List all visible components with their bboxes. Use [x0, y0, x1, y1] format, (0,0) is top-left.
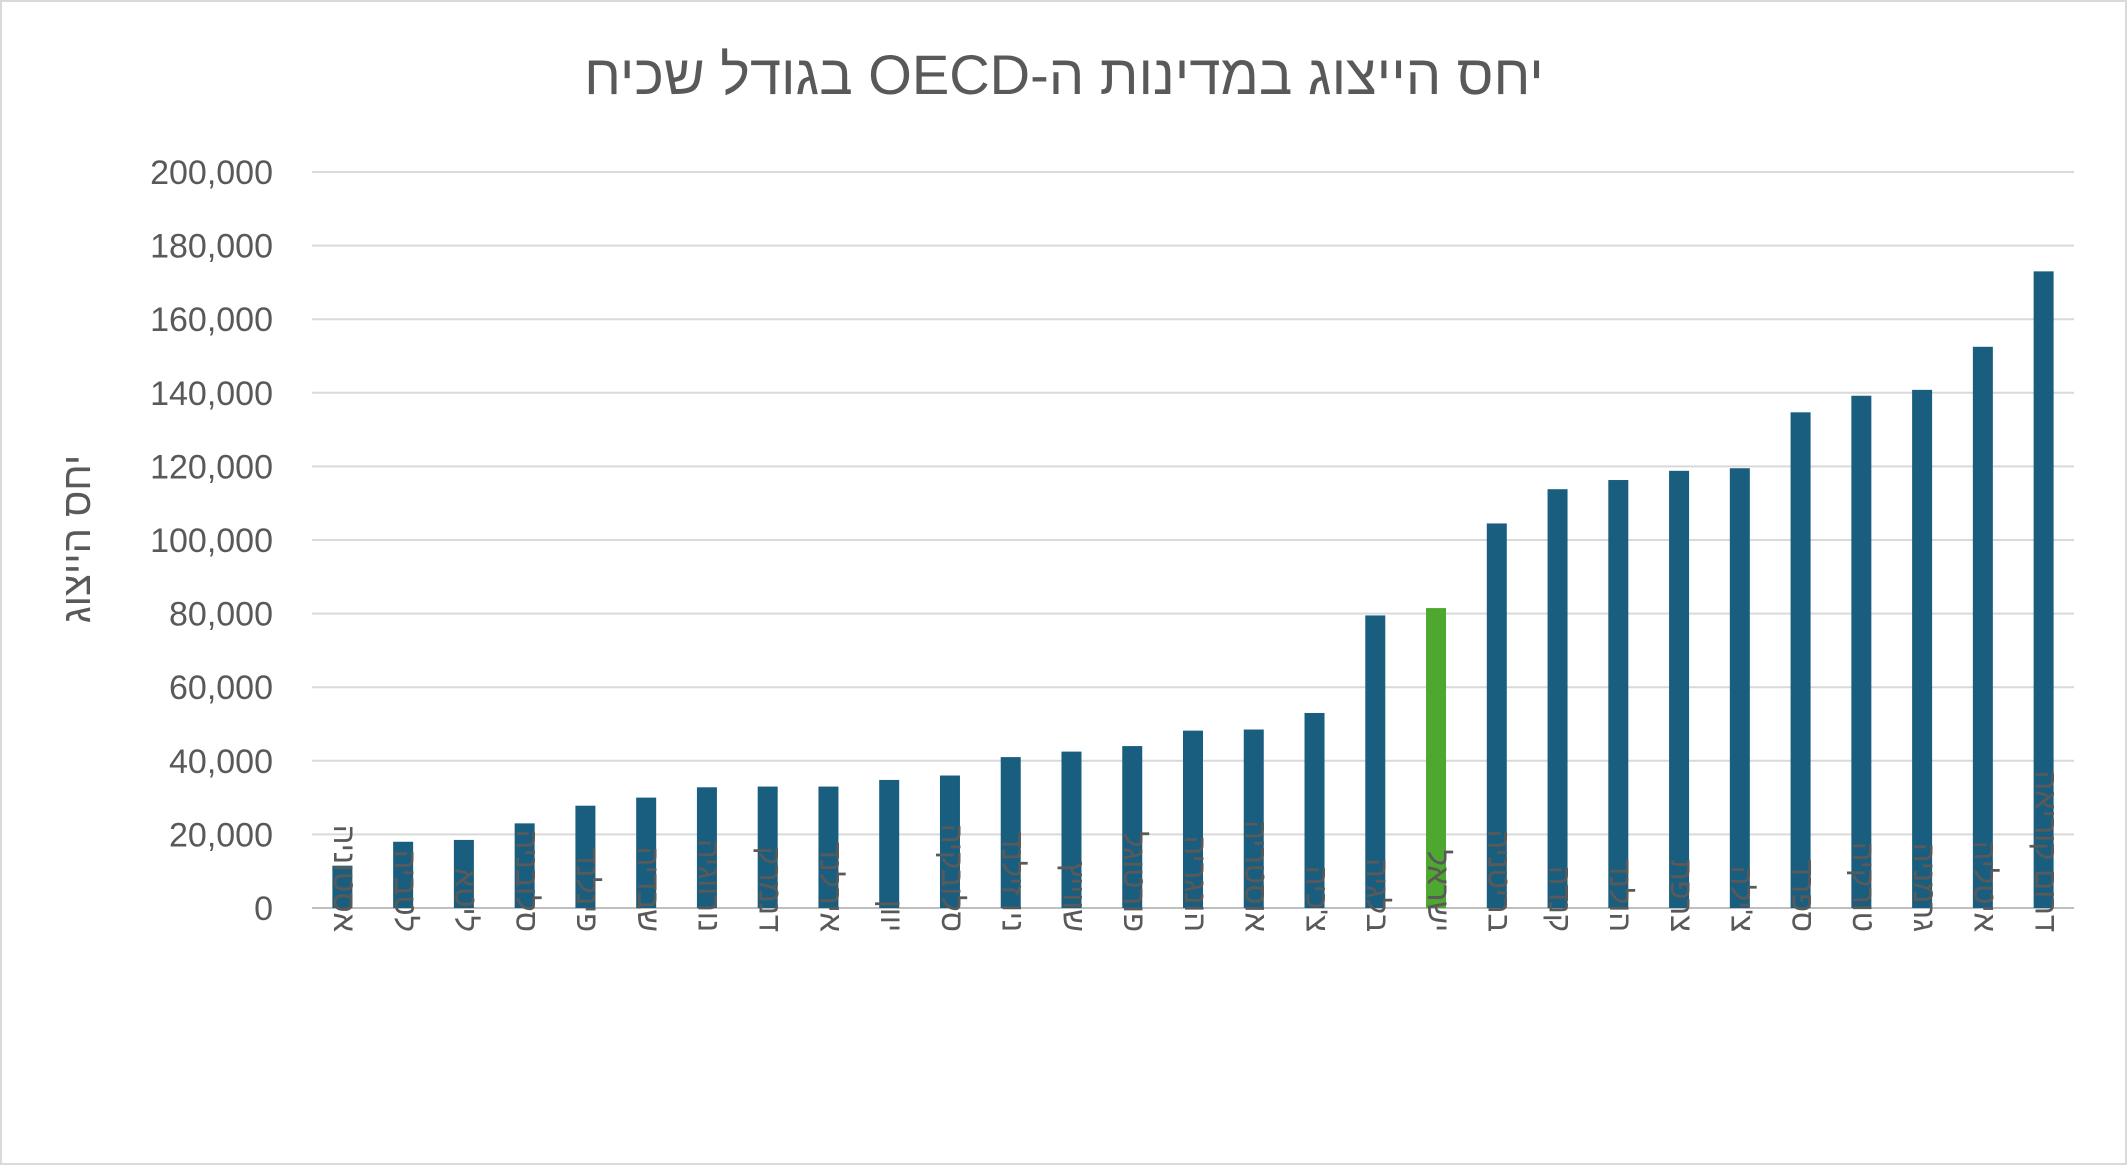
x-category-label: טורקיה: [1846, 842, 1881, 932]
x-category-label: ספרד: [1785, 859, 1820, 932]
chart-title: יחס הייצוג במדינות ה-OECD בגודל שכיח: [584, 43, 1544, 106]
y-tick-labels: 0 20,000 40,000 60,000 80,000 100,000 120,000 1…: [150, 154, 273, 928]
x-category-label: דרום קוריאה: [2028, 771, 2063, 933]
x-category-label: צרפת: [1664, 859, 1699, 932]
x-category-label: סלובקיה: [935, 824, 970, 932]
x-category-label: הונגריה: [1178, 835, 1213, 932]
bar: [1365, 615, 1386, 908]
y-tick-label: 40,000: [169, 743, 273, 781]
y-tick-label: 120,000: [150, 448, 273, 486]
bar: [939, 775, 960, 908]
bar: [1122, 746, 1143, 908]
y-tick-label: 180,000: [150, 228, 273, 266]
x-category-label: אסטוניה: [327, 825, 362, 933]
x-category-label: בלגיה: [1360, 858, 1395, 932]
bar: [1729, 468, 1750, 908]
gridlines: [312, 171, 2074, 909]
x-category-label: נורווגיה: [692, 839, 727, 932]
bar: [1486, 523, 1507, 908]
bar: [514, 823, 535, 908]
bar: [636, 797, 657, 908]
bar: [1790, 412, 1811, 908]
x-category-label: ניו זילנד: [996, 831, 1031, 932]
x-category-labels: אסטוניה לטביה ליטא סלובניה פינלנד שבדיה נורווג…: [327, 771, 2063, 933]
bar: [1061, 751, 1082, 908]
bar: [818, 786, 839, 908]
bar: [696, 787, 717, 908]
x-category-label: שווייץ: [1056, 862, 1091, 932]
x-category-label: אירלנד: [813, 842, 848, 932]
bar: [453, 839, 474, 908]
y-tick-label: 60,000: [169, 669, 273, 707]
x-category-label: ליטא: [449, 868, 484, 932]
bar: [757, 786, 778, 908]
bar: [879, 779, 900, 908]
y-tick-label: 80,000: [169, 596, 273, 634]
bar: [1426, 608, 1447, 908]
bar: [1972, 346, 1993, 908]
x-category-label: צ'ילה: [1725, 866, 1760, 932]
x-category-label: פורטוגל: [1117, 831, 1152, 932]
x-category-label: קנדה: [1542, 866, 1577, 932]
y-axis-label: יחס הייצוג: [55, 455, 99, 624]
bars: [332, 271, 2054, 909]
y-tick-label: 200,000: [150, 154, 273, 192]
bar: [393, 841, 414, 908]
bar: [1243, 729, 1264, 908]
bar: [1183, 730, 1203, 908]
bar: [332, 865, 353, 908]
x-category-label: הולנד: [1603, 859, 1638, 932]
x-category-label: שבדיה: [631, 847, 666, 932]
bar: [2033, 271, 2054, 908]
bar: [1547, 489, 1568, 908]
bar: [1669, 470, 1690, 908]
y-tick-label: 20,000: [169, 816, 273, 854]
bar: [1304, 712, 1325, 908]
x-category-label: איטליה: [1968, 841, 2003, 933]
y-tick-label: 160,000: [150, 301, 273, 339]
x-category-label: ישראל: [1421, 849, 1456, 932]
y-tick-label: 140,000: [150, 375, 273, 413]
bar: [1851, 395, 1872, 908]
bar: [1000, 757, 1021, 908]
x-category-label: גרמניה: [1907, 843, 1942, 932]
bar: [575, 805, 596, 908]
x-category-label: סלובניה: [509, 830, 544, 933]
bar: [1608, 480, 1629, 908]
x-category-label: דנמרק: [753, 847, 788, 932]
x-category-label: בריטניה: [1482, 829, 1517, 932]
x-category-label: פינלנד: [570, 848, 605, 932]
y-tick-label: 100,000: [150, 522, 273, 560]
x-category-label: צ'כיה: [1299, 866, 1334, 932]
bar: [1912, 389, 1933, 909]
x-category-label: אוסטריה: [1239, 820, 1274, 932]
x-category-label: לטביה: [388, 850, 423, 932]
y-tick-label: 0: [254, 890, 273, 928]
x-category-label: יוון: [874, 900, 909, 932]
